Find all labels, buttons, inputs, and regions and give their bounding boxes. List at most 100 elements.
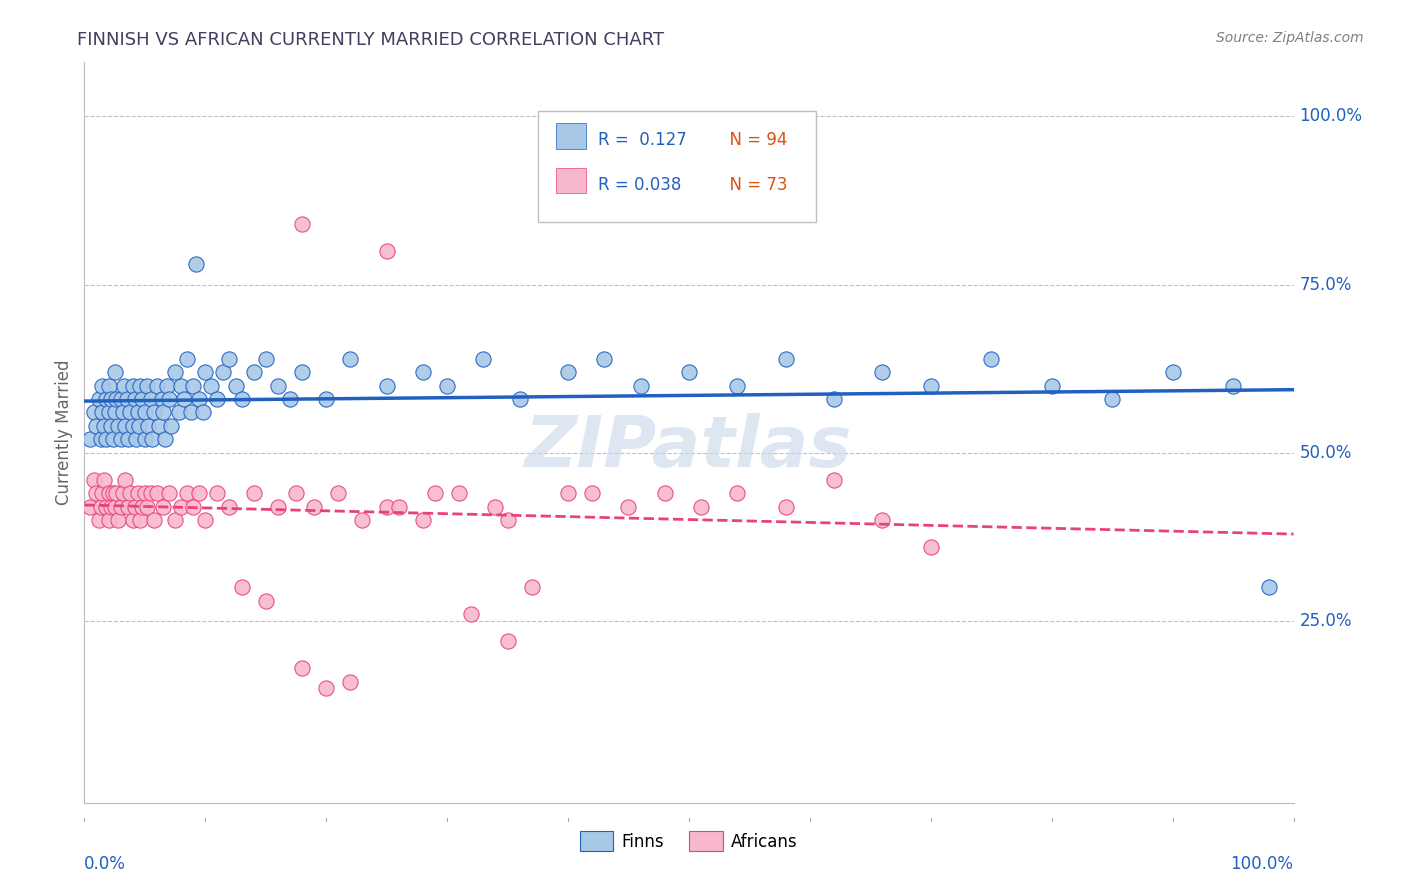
- Point: [449, 486, 471, 500]
- Point: [218, 351, 240, 366]
- Point: [110, 500, 132, 514]
- Point: [117, 500, 139, 514]
- Point: [87, 392, 110, 406]
- Point: [100, 500, 122, 514]
- Text: N = 94: N = 94: [720, 131, 787, 149]
- Point: [107, 513, 129, 527]
- Point: [87, 513, 110, 527]
- Point: [181, 500, 204, 514]
- Point: [121, 418, 143, 433]
- Point: [188, 392, 211, 406]
- Point: [155, 433, 177, 447]
- Point: [90, 500, 112, 514]
- Point: [165, 365, 187, 379]
- Point: [191, 405, 214, 419]
- Point: [91, 486, 114, 500]
- Point: [115, 392, 138, 406]
- Point: [872, 365, 894, 379]
- Point: [176, 486, 198, 500]
- Point: [593, 351, 616, 366]
- Point: [1258, 581, 1281, 595]
- Point: [291, 217, 314, 231]
- Point: [339, 674, 361, 689]
- Point: [1161, 365, 1184, 379]
- Point: [231, 392, 253, 406]
- Point: [690, 500, 713, 514]
- Point: [176, 351, 198, 366]
- Point: [112, 486, 135, 500]
- Point: [79, 500, 101, 514]
- Point: [112, 405, 135, 419]
- Y-axis label: Currently Married: Currently Married: [55, 359, 73, 506]
- Point: [315, 392, 337, 406]
- Point: [302, 500, 325, 514]
- Point: [375, 378, 398, 392]
- Point: [79, 433, 101, 447]
- Point: [134, 433, 156, 447]
- Point: [97, 513, 120, 527]
- Point: [412, 365, 434, 379]
- Point: [127, 486, 149, 500]
- Point: [121, 378, 143, 392]
- Point: [114, 418, 136, 433]
- Point: [352, 513, 374, 527]
- Point: [496, 634, 519, 648]
- Point: [920, 540, 942, 554]
- Point: [143, 513, 166, 527]
- Point: [496, 513, 519, 527]
- Point: [1101, 392, 1123, 406]
- Point: [146, 378, 169, 392]
- Point: [139, 392, 162, 406]
- Point: [284, 486, 308, 500]
- Point: [654, 486, 676, 500]
- Point: [104, 486, 127, 500]
- Point: [128, 418, 150, 433]
- Point: [90, 433, 112, 447]
- Point: [520, 581, 543, 595]
- Point: [278, 392, 301, 406]
- Point: [104, 500, 127, 514]
- Text: 100.0%: 100.0%: [1230, 855, 1294, 872]
- Point: [152, 405, 174, 419]
- Point: [120, 486, 142, 500]
- Point: [254, 594, 277, 608]
- Point: [170, 500, 193, 514]
- Point: [124, 392, 146, 406]
- Point: [184, 257, 207, 271]
- Point: [97, 378, 120, 392]
- Point: [484, 500, 506, 514]
- Point: [557, 486, 579, 500]
- Text: 75.0%: 75.0%: [1299, 276, 1353, 293]
- Point: [131, 392, 153, 406]
- Legend: Finns, Africans: Finns, Africans: [574, 825, 804, 857]
- Point: [725, 486, 748, 500]
- Point: [91, 378, 114, 392]
- Point: [188, 486, 211, 500]
- Point: [120, 405, 142, 419]
- Text: FINNISH VS AFRICAN CURRENTLY MARRIED CORRELATION CHART: FINNISH VS AFRICAN CURRENTLY MARRIED COR…: [77, 31, 665, 49]
- Point: [94, 500, 117, 514]
- Point: [242, 365, 264, 379]
- Point: [291, 661, 314, 675]
- Point: [114, 473, 136, 487]
- FancyBboxPatch shape: [555, 123, 586, 149]
- Point: [86, 486, 108, 500]
- Point: [94, 433, 117, 447]
- Text: R =  0.127: R = 0.127: [599, 131, 688, 149]
- Point: [920, 378, 942, 392]
- Point: [472, 351, 495, 366]
- Text: 0.0%: 0.0%: [84, 855, 127, 872]
- Point: [180, 405, 202, 419]
- Point: [157, 486, 180, 500]
- Point: [167, 405, 190, 419]
- Point: [125, 433, 148, 447]
- Point: [231, 581, 253, 595]
- Point: [218, 500, 240, 514]
- Point: [129, 378, 152, 392]
- Point: [136, 500, 159, 514]
- Point: [267, 378, 290, 392]
- Point: [725, 378, 748, 392]
- Point: [291, 365, 314, 379]
- Point: [136, 378, 159, 392]
- Point: [170, 378, 193, 392]
